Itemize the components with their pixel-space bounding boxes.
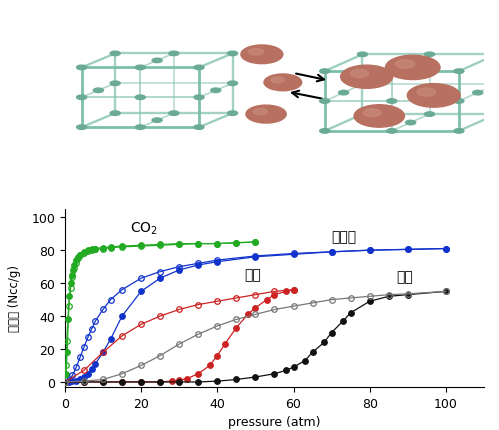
Circle shape <box>194 126 204 130</box>
Circle shape <box>93 89 103 93</box>
Circle shape <box>357 113 367 117</box>
Circle shape <box>406 61 416 66</box>
Circle shape <box>417 89 436 97</box>
Circle shape <box>407 84 460 108</box>
Text: CO$_2$: CO$_2$ <box>130 221 158 237</box>
Circle shape <box>77 126 87 130</box>
Circle shape <box>264 75 302 92</box>
Circle shape <box>396 61 415 69</box>
Text: 酸素: 酸素 <box>244 267 260 282</box>
Circle shape <box>473 91 483 95</box>
Circle shape <box>386 56 440 80</box>
Circle shape <box>454 99 464 104</box>
Circle shape <box>339 91 349 95</box>
Circle shape <box>425 53 435 58</box>
Text: 吸着量 (Ncc/g): 吸着量 (Ncc/g) <box>8 265 21 332</box>
Circle shape <box>454 129 464 134</box>
Text: メタン: メタン <box>332 230 357 244</box>
Circle shape <box>492 113 499 117</box>
Circle shape <box>357 53 367 58</box>
Circle shape <box>341 66 393 89</box>
Circle shape <box>271 78 284 84</box>
Circle shape <box>194 66 204 71</box>
Circle shape <box>406 121 416 126</box>
Text: 窒素: 窒素 <box>396 269 413 283</box>
Circle shape <box>169 52 179 56</box>
Circle shape <box>425 113 435 117</box>
Circle shape <box>387 70 397 74</box>
Circle shape <box>241 46 283 64</box>
Circle shape <box>77 96 87 100</box>
Circle shape <box>249 49 263 56</box>
Circle shape <box>454 70 464 74</box>
Circle shape <box>211 89 221 93</box>
Circle shape <box>135 96 145 100</box>
Circle shape <box>135 66 145 71</box>
Circle shape <box>387 99 397 104</box>
Circle shape <box>152 119 162 123</box>
Circle shape <box>169 112 179 116</box>
Circle shape <box>135 126 145 130</box>
Circle shape <box>350 70 368 78</box>
Circle shape <box>77 66 87 71</box>
Circle shape <box>320 129 330 134</box>
Circle shape <box>387 129 397 134</box>
Circle shape <box>357 83 367 87</box>
Circle shape <box>228 82 238 86</box>
Circle shape <box>320 70 330 74</box>
Circle shape <box>492 83 499 87</box>
X-axis label: pressure (atm): pressure (atm) <box>228 415 321 428</box>
Circle shape <box>228 52 238 56</box>
Circle shape <box>363 110 381 117</box>
Circle shape <box>320 99 330 104</box>
Circle shape <box>228 112 238 116</box>
Circle shape <box>253 109 267 115</box>
Circle shape <box>246 106 286 124</box>
Circle shape <box>110 52 120 56</box>
Circle shape <box>194 96 204 100</box>
Circle shape <box>492 53 499 58</box>
Circle shape <box>152 59 162 64</box>
Circle shape <box>110 112 120 116</box>
Circle shape <box>354 105 404 128</box>
Circle shape <box>110 82 120 86</box>
